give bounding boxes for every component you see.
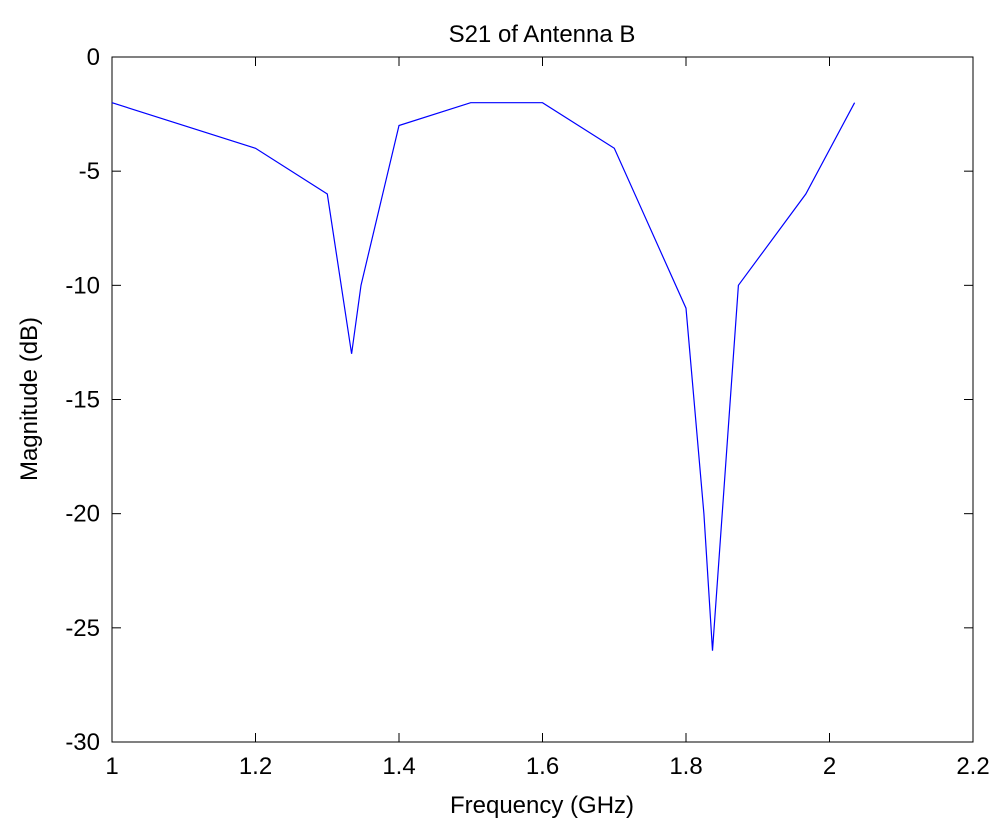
x-tick-label: 1	[105, 753, 118, 780]
y-tick-label: -25	[65, 615, 100, 642]
s21-series-line	[111, 102, 856, 651]
x-tick-label: 2	[823, 753, 836, 780]
x-tick-label: 1.2	[239, 753, 272, 780]
y-axis-label: Magnitude (dB)	[16, 317, 43, 481]
y-tick-label: 0	[87, 44, 100, 71]
x-axis-ticks: 1 1.2 1.4 1.6 1.8 2 2.2	[105, 57, 990, 780]
x-axis-label: Frequency (GHz)	[450, 792, 634, 819]
y-tick-label: -10	[65, 272, 100, 299]
x-tick-label: 1.8	[669, 753, 702, 780]
series-layer	[111, 102, 856, 651]
plot-area	[111, 56, 974, 743]
y-tick-label: -20	[65, 501, 100, 528]
y-tick-label: -5	[79, 158, 100, 185]
x-tick-label: 2.2	[956, 753, 989, 780]
y-tick-label: -15	[65, 387, 100, 414]
y-axis-ticks: -30 -25 -20 -15 -10 -5 0	[65, 44, 973, 756]
x-tick-label: 1.6	[526, 753, 559, 780]
x-tick-label: 1.4	[382, 753, 415, 780]
chart-title: S21 of Antenna B	[449, 21, 636, 48]
y-tick-label: -30	[65, 729, 100, 756]
